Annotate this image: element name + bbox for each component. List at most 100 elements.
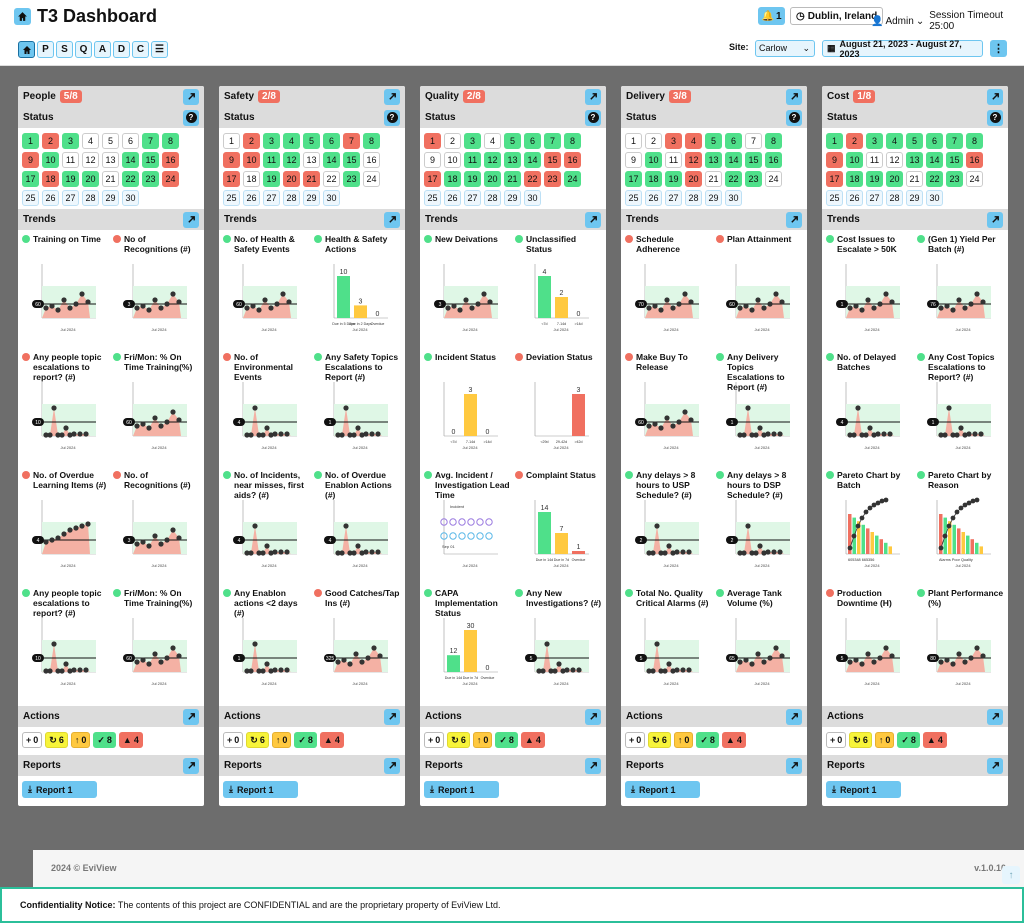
status-day[interactable]: 2 — [645, 133, 662, 149]
status-day[interactable]: 4 — [82, 133, 99, 149]
status-day[interactable]: 19 — [62, 171, 79, 187]
status-day[interactable]: 20 — [484, 171, 501, 187]
status-day[interactable]: 25 — [223, 190, 240, 206]
status-day[interactable]: 3 — [263, 133, 280, 149]
report-button[interactable]: ⤓ Report 1 — [22, 781, 97, 798]
status-day[interactable]: 23 — [946, 171, 963, 187]
trend-tile[interactable]: Any people topic escalations to report? … — [20, 352, 111, 470]
status-day[interactable]: 21 — [102, 171, 119, 187]
status-day[interactable]: 2 — [243, 133, 260, 149]
status-day[interactable]: 26 — [846, 190, 863, 206]
status-day[interactable]: 4 — [283, 133, 300, 149]
action-new[interactable]: +0 — [424, 732, 445, 748]
open-pillar-icon[interactable] — [384, 88, 400, 105]
status-day[interactable]: 19 — [464, 171, 481, 187]
status-day[interactable]: 29 — [906, 190, 923, 206]
status-day[interactable]: 21 — [705, 171, 722, 187]
action-escalated[interactable]: ↑ 0 — [271, 732, 292, 748]
status-day[interactable]: 26 — [444, 190, 461, 206]
open-trends-icon[interactable] — [585, 211, 601, 228]
trend-tile[interactable]: Plant Performance (%) 80 Jul 2024 — [915, 588, 1006, 706]
action-overdue[interactable]: ▲ 4 — [118, 732, 143, 748]
status-day[interactable]: 20 — [82, 171, 99, 187]
trend-tile[interactable]: Any delays > 8 hours to USP Schedule? (#… — [623, 470, 714, 588]
status-day[interactable]: 27 — [62, 190, 79, 206]
status-day[interactable]: 25 — [22, 190, 39, 206]
status-day[interactable]: 9 — [826, 152, 843, 168]
status-day[interactable]: 8 — [765, 133, 782, 149]
status-day[interactable]: 19 — [665, 171, 682, 187]
status-day[interactable]: 16 — [564, 152, 581, 168]
status-day[interactable]: 14 — [926, 152, 943, 168]
status-day[interactable]: 29 — [303, 190, 320, 206]
trend-tile[interactable]: No. of Delayed Batches 4 Jul 2024 — [824, 352, 915, 470]
status-day[interactable]: 14 — [524, 152, 541, 168]
status-day[interactable]: 9 — [22, 152, 39, 168]
trend-tile[interactable]: Any people topic escalations to report? … — [20, 588, 111, 706]
status-day[interactable]: 10 — [42, 152, 59, 168]
status-day[interactable]: 22 — [524, 171, 541, 187]
status-day[interactable]: 26 — [42, 190, 59, 206]
open-actions-icon[interactable] — [987, 708, 1003, 725]
status-day[interactable]: 6 — [926, 133, 943, 149]
status-day[interactable]: 23 — [142, 171, 159, 187]
open-reports-icon[interactable] — [183, 757, 199, 774]
status-day[interactable]: 18 — [444, 171, 461, 187]
status-day[interactable]: 10 — [846, 152, 863, 168]
report-button[interactable]: ⤓ Report 1 — [625, 781, 700, 798]
status-day[interactable]: 8 — [162, 133, 179, 149]
status-day[interactable]: 11 — [62, 152, 79, 168]
status-day[interactable]: 8 — [966, 133, 983, 149]
status-day[interactable]: 5 — [705, 133, 722, 149]
status-day[interactable]: 16 — [162, 152, 179, 168]
action-overdue[interactable]: ▲ 4 — [721, 732, 746, 748]
status-day[interactable]: 12 — [82, 152, 99, 168]
status-day[interactable]: 6 — [524, 133, 541, 149]
status-day[interactable]: 1 — [22, 133, 39, 149]
action-new[interactable]: +0 — [22, 732, 43, 748]
status-day[interactable]: 16 — [966, 152, 983, 168]
trend-tile[interactable]: No. of Overdue Enablon Actions (#) 4 Jul 2… — [312, 470, 403, 588]
help-icon[interactable]: ? — [987, 109, 1003, 126]
status-day[interactable]: 27 — [464, 190, 481, 206]
status-day[interactable]: 24 — [162, 171, 179, 187]
trend-tile[interactable]: Make Buy To Release 60 Jul 2024 — [623, 352, 714, 470]
status-day[interactable]: 10 — [243, 152, 260, 168]
trend-tile[interactable]: Pareto Chart by Batch 605348 665356 Jul 20… — [824, 470, 915, 588]
nav-a-button[interactable]: A — [94, 41, 111, 58]
trend-tile[interactable]: Any Cost Topics Escalations to Report? (… — [915, 352, 1006, 470]
trend-tile[interactable]: Any New Investigations? (#) 5 Jul 2024 — [513, 588, 604, 706]
nav-home-button[interactable] — [18, 41, 35, 58]
trend-tile[interactable]: Deviation Status <29d 29-42d 3 >42d Jul 2024 — [513, 352, 604, 470]
status-day[interactable]: 27 — [665, 190, 682, 206]
status-day[interactable]: 22 — [323, 171, 340, 187]
list-icon[interactable]: ☰ — [151, 41, 168, 58]
status-day[interactable]: 13 — [504, 152, 521, 168]
date-range-picker[interactable]: ▦ August 21, 2023 - August 27, 2023 — [822, 39, 983, 59]
open-pillar-icon[interactable] — [183, 88, 199, 105]
status-day[interactable]: 7 — [745, 133, 762, 149]
trend-tile[interactable]: Unclassified Status 4 <7d 2 7-14d 0 >14d Jul 20… — [513, 234, 604, 352]
status-day[interactable]: 24 — [363, 171, 380, 187]
status-day[interactable]: 30 — [323, 190, 340, 206]
status-day[interactable]: 28 — [82, 190, 99, 206]
nav-s-button[interactable]: S — [56, 41, 73, 58]
status-day[interactable]: 18 — [645, 171, 662, 187]
status-day[interactable]: 7 — [142, 133, 159, 149]
status-day[interactable]: 13 — [906, 152, 923, 168]
status-day[interactable]: 13 — [705, 152, 722, 168]
report-button[interactable]: ⤓ Report 1 — [424, 781, 499, 798]
status-day[interactable]: 25 — [424, 190, 441, 206]
notifications-button[interactable]: 🔔 1 — [758, 7, 785, 25]
status-day[interactable]: 11 — [464, 152, 481, 168]
status-day[interactable]: 15 — [544, 152, 561, 168]
status-day[interactable]: 25 — [625, 190, 642, 206]
site-select[interactable]: Carlow ⌄ — [755, 40, 815, 57]
status-day[interactable]: 18 — [846, 171, 863, 187]
trend-tile[interactable]: Plan Attainment 60 Jul 2024 — [714, 234, 805, 352]
report-button[interactable]: ⤓ Report 1 — [223, 781, 298, 798]
trend-tile[interactable]: Incident Status 0 <7d 3 7-14d 0 >14d Jul 2024 — [422, 352, 513, 470]
status-day[interactable]: 10 — [645, 152, 662, 168]
status-day[interactable]: 1 — [826, 133, 843, 149]
status-day[interactable]: 22 — [725, 171, 742, 187]
